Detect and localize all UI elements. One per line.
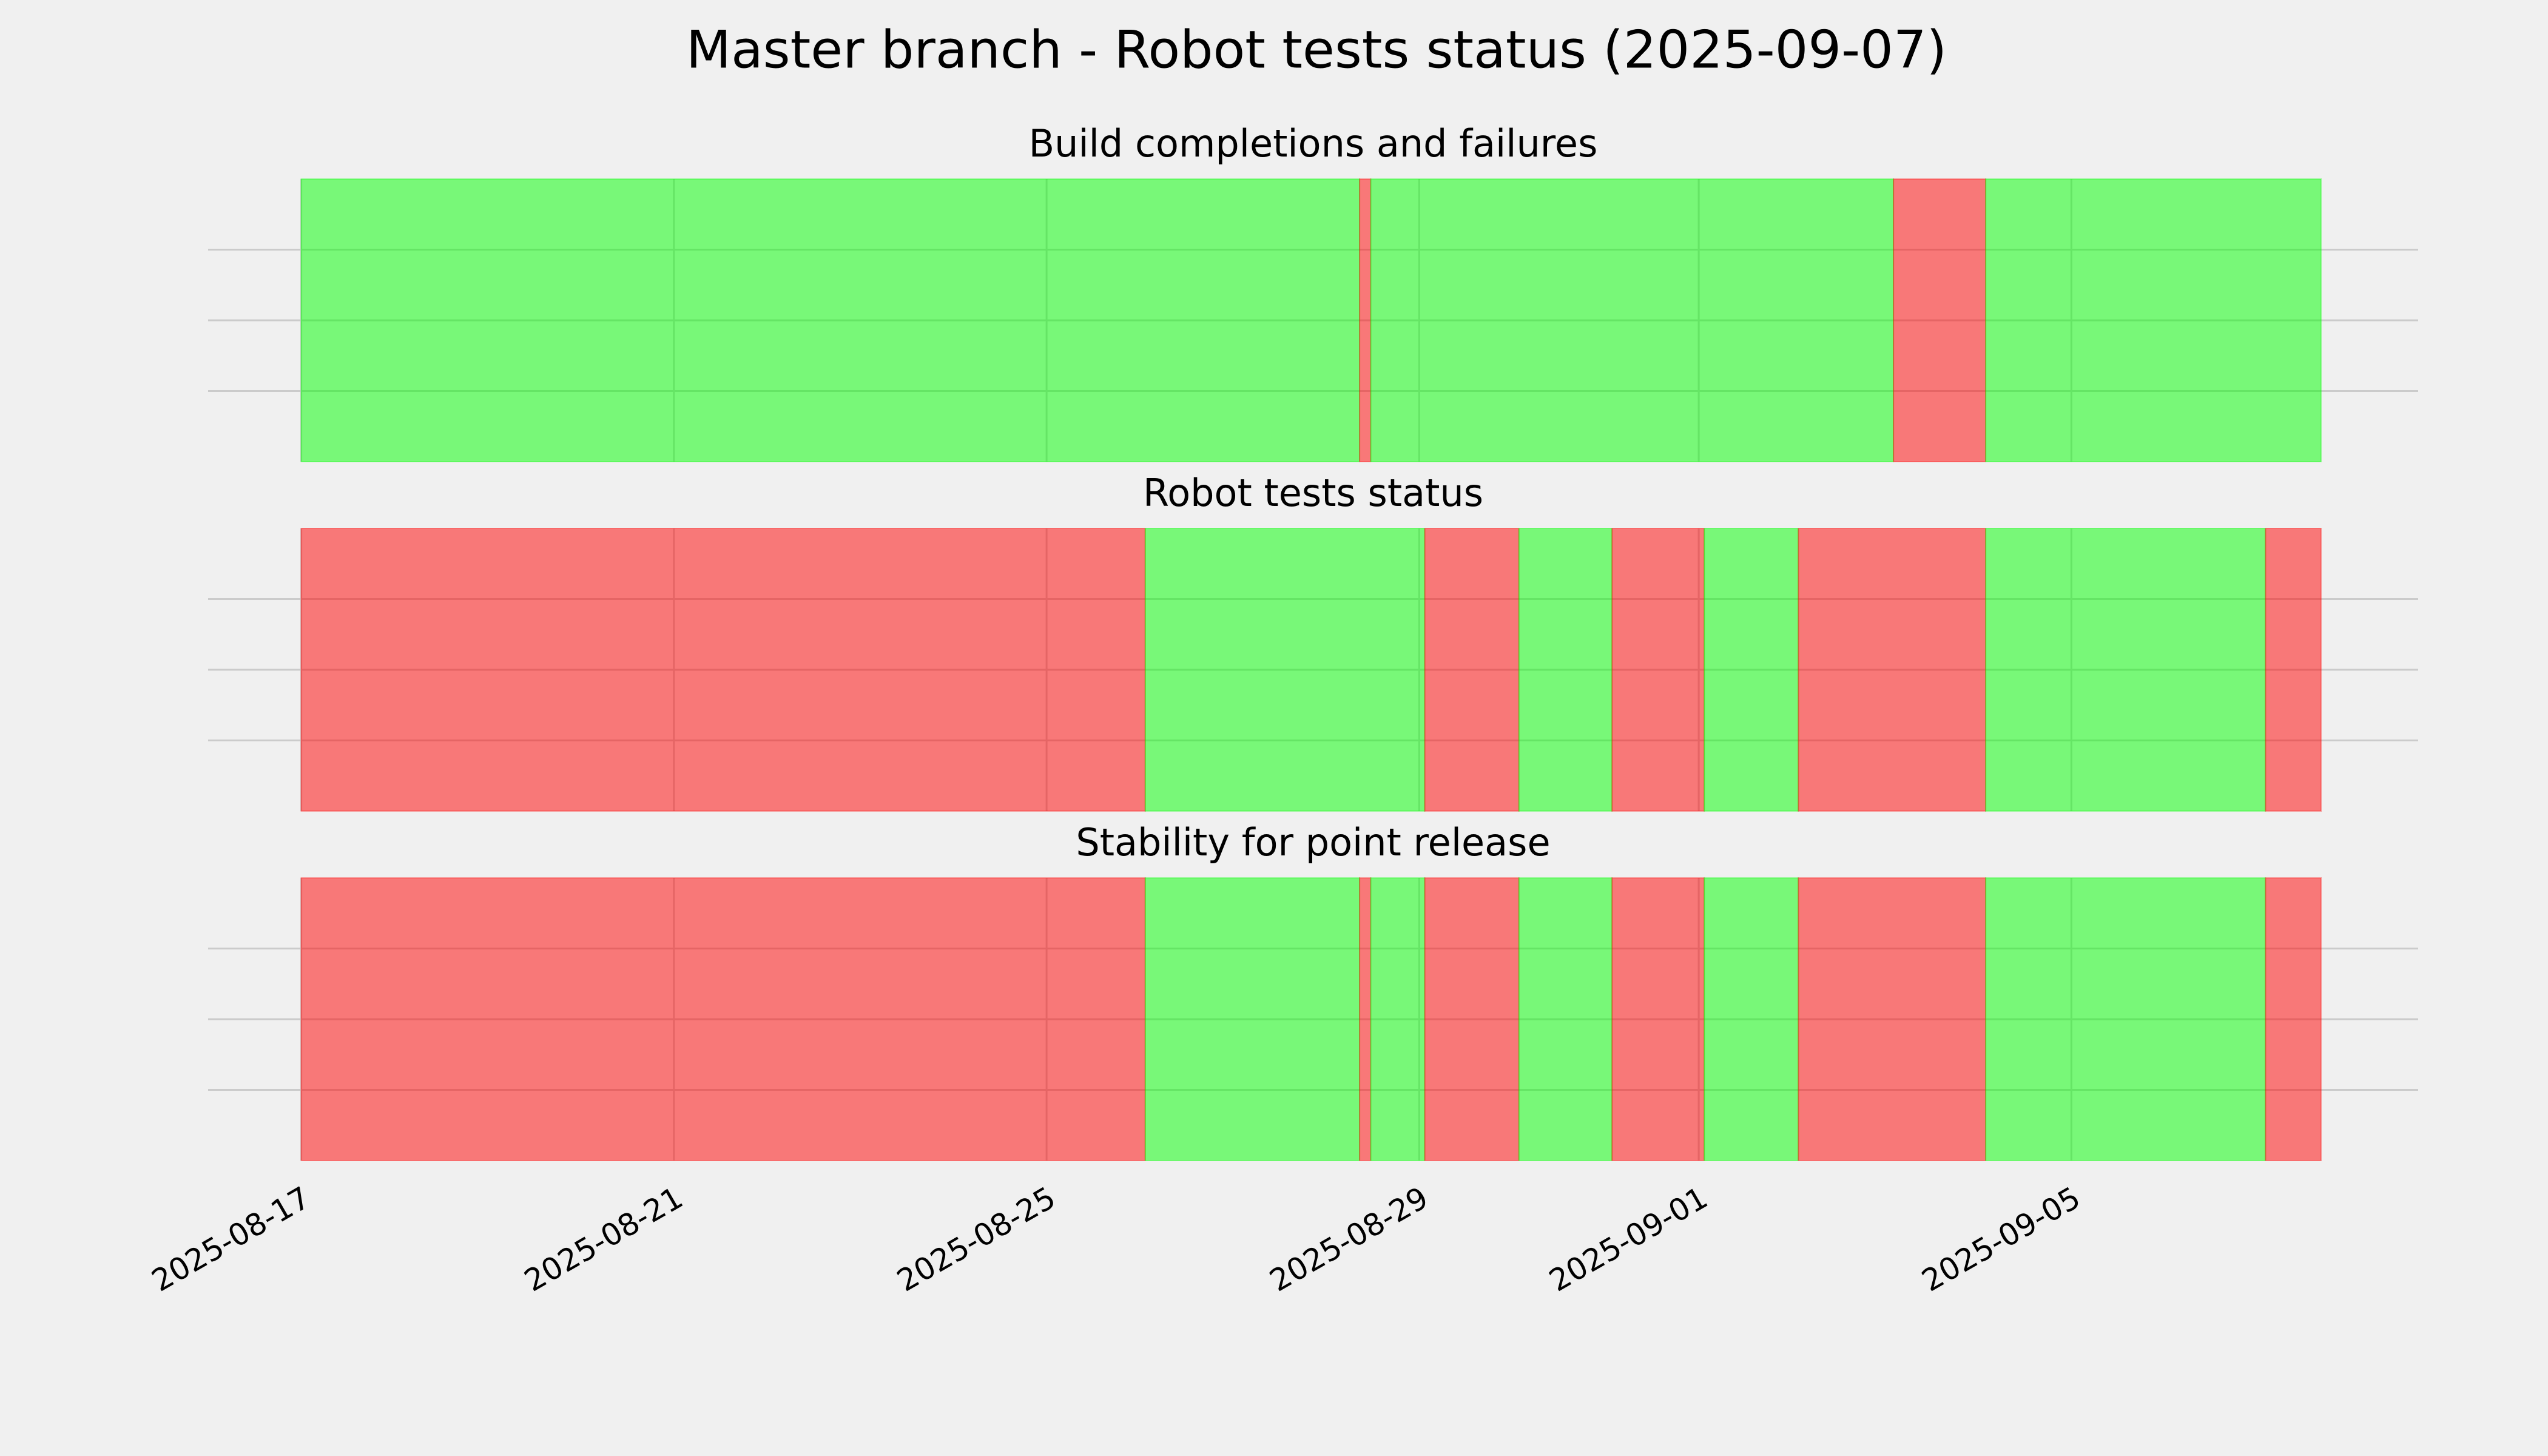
panel-title: Stability for point release <box>1076 820 1550 864</box>
status-span <box>1798 528 1987 812</box>
status-span <box>1611 528 1705 812</box>
status-span <box>1144 877 1361 1161</box>
status-span <box>1985 528 2267 812</box>
chart-title: Master branch - Robot tests status (2025… <box>686 19 1947 80</box>
status-span <box>1144 528 1426 812</box>
status-span <box>1370 178 1895 462</box>
status-span <box>1518 528 1613 812</box>
status-span <box>1611 877 1705 1161</box>
status-span <box>1985 178 2322 462</box>
status-span <box>1985 877 2267 1161</box>
status-span <box>1370 877 1426 1161</box>
status-span <box>2265 877 2322 1161</box>
status-span <box>1704 528 1799 812</box>
status-span <box>1518 877 1613 1161</box>
status-span <box>300 178 1361 462</box>
status-span <box>1798 877 1987 1161</box>
status-span <box>1424 528 1520 812</box>
status-span <box>1359 877 1372 1161</box>
status-span <box>300 877 1146 1161</box>
panel-title: Robot tests status <box>1143 471 1483 515</box>
panel-title: Build completions and failures <box>1029 121 1598 166</box>
status-span <box>1704 877 1799 1161</box>
status-span <box>1359 178 1372 462</box>
status-span <box>1893 178 1987 462</box>
status-span <box>2265 528 2322 812</box>
status-span <box>1424 877 1520 1161</box>
status-span <box>300 528 1146 812</box>
